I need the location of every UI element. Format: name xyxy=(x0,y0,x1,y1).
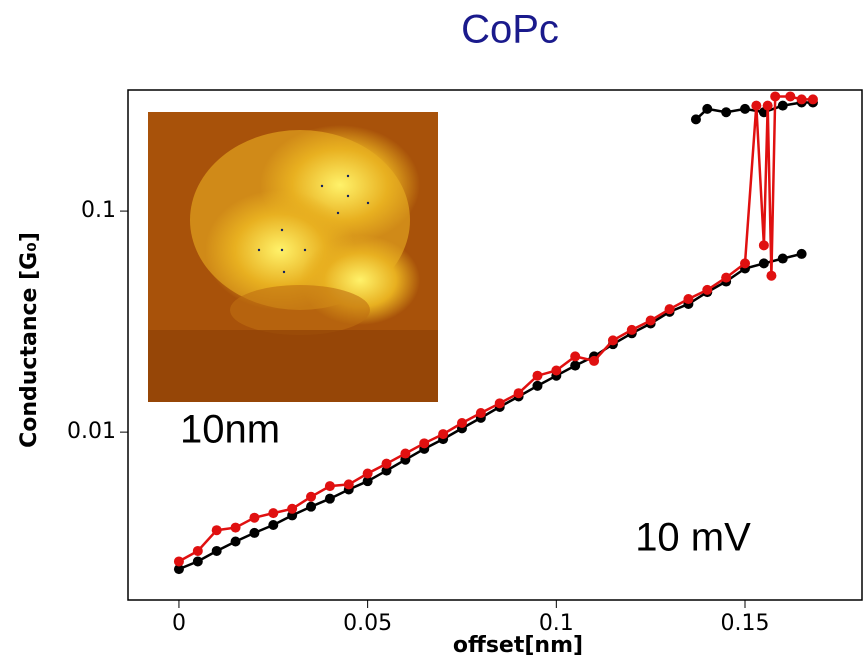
data-point xyxy=(796,248,807,259)
data-point xyxy=(766,270,777,281)
data-point xyxy=(268,508,279,519)
data-point xyxy=(211,545,222,556)
data-point xyxy=(400,448,411,459)
data-point xyxy=(589,355,600,366)
data-point xyxy=(690,114,701,125)
data-point xyxy=(230,522,241,533)
data-point xyxy=(762,100,773,111)
x-tick-label: 0.05 xyxy=(343,611,392,636)
data-point xyxy=(751,100,762,111)
x-tick-label: 0.15 xyxy=(721,611,770,636)
data-point xyxy=(192,556,203,567)
data-point xyxy=(306,491,317,502)
data-point xyxy=(551,365,562,376)
x-axis-label: offset[nm] xyxy=(453,633,583,658)
data-point xyxy=(513,388,524,399)
data-point xyxy=(456,417,467,428)
data-point xyxy=(249,512,260,523)
data-point xyxy=(211,525,222,536)
data-point xyxy=(532,380,543,391)
data-point xyxy=(230,536,241,547)
data-point xyxy=(173,564,184,575)
data-point xyxy=(362,468,373,479)
chart-title: CoPc xyxy=(461,8,559,52)
data-point xyxy=(419,438,430,449)
data-point xyxy=(381,465,392,476)
y-axis-label: Conductance [G₀] xyxy=(17,232,42,448)
data-point xyxy=(324,481,335,492)
data-point xyxy=(645,315,656,326)
plot-frame xyxy=(127,89,863,601)
y-tick-label: 0.1 xyxy=(81,198,116,223)
data-point xyxy=(721,107,732,118)
data-point xyxy=(785,91,796,102)
y-tick-label: 0.01 xyxy=(67,419,116,444)
x-tick-label: 0 xyxy=(172,611,186,636)
data-point xyxy=(796,94,807,105)
data-point xyxy=(740,103,751,114)
data-point xyxy=(721,272,732,283)
data-point xyxy=(702,284,713,295)
data-point xyxy=(683,294,694,305)
data-point xyxy=(475,408,486,419)
x-tick-label: 0.1 xyxy=(539,611,574,636)
data-point xyxy=(287,503,298,514)
data-point xyxy=(494,398,505,409)
data-point xyxy=(777,100,788,111)
data-point xyxy=(758,240,769,251)
data-point xyxy=(570,360,581,371)
data-point xyxy=(607,335,618,346)
data-point xyxy=(306,501,317,512)
data-point xyxy=(702,103,713,114)
data-point xyxy=(173,556,184,567)
data-point xyxy=(626,324,637,335)
data-point xyxy=(268,520,279,531)
data-point xyxy=(381,458,392,469)
bias-annotation: 10 mV xyxy=(635,516,751,560)
scale-annotation: 10nm xyxy=(180,408,280,452)
data-point xyxy=(362,476,373,487)
data-point xyxy=(192,545,203,556)
data-point xyxy=(343,479,354,490)
data-point xyxy=(740,258,751,269)
data-point xyxy=(807,94,818,105)
data-point xyxy=(570,351,581,362)
data-point xyxy=(758,258,769,269)
data-point xyxy=(777,253,788,264)
stm-image xyxy=(148,112,438,402)
data-point xyxy=(664,304,675,315)
data-point xyxy=(324,493,335,504)
data-point xyxy=(249,527,260,538)
data-point xyxy=(438,429,449,440)
data-point xyxy=(770,91,781,102)
data-point xyxy=(532,370,543,381)
